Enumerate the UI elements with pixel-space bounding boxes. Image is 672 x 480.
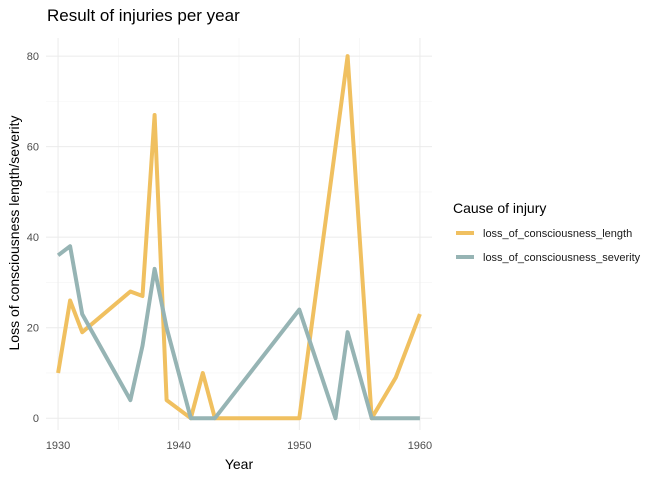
- legend-label: loss_of_consciousness_severity: [483, 252, 641, 264]
- series-lines: [56, 54, 422, 421]
- x-axis-ticks: 1930 1940 1950 1960: [46, 440, 432, 452]
- legend-label: loss_of_consciousness_length: [483, 228, 632, 240]
- y-axis-title: Loss of consciousness length/severity: [6, 115, 22, 350]
- y-tick-label: 40: [27, 232, 39, 244]
- chart-title: Result of injuries per year: [47, 6, 240, 25]
- y-tick-label: 20: [27, 323, 39, 335]
- legend-title: Cause of injury: [453, 200, 546, 216]
- legend: Cause of injury loss_of_consciousness_le…: [453, 200, 641, 264]
- y-tick-label: 80: [27, 51, 39, 63]
- y-tick-label: 0: [33, 413, 39, 425]
- x-tick-label: 1950: [287, 440, 311, 452]
- y-tick-label: 60: [27, 142, 39, 154]
- y-axis-ticks: 0 20 40 60 80: [27, 51, 39, 425]
- x-tick-label: 1940: [166, 440, 190, 452]
- grid: [46, 38, 432, 430]
- series-line-loss-of-consciousness-severity: [56, 244, 420, 421]
- x-tick-label: 1960: [408, 440, 432, 452]
- x-axis-title: Year: [225, 456, 254, 472]
- x-tick-label: 1930: [46, 440, 70, 452]
